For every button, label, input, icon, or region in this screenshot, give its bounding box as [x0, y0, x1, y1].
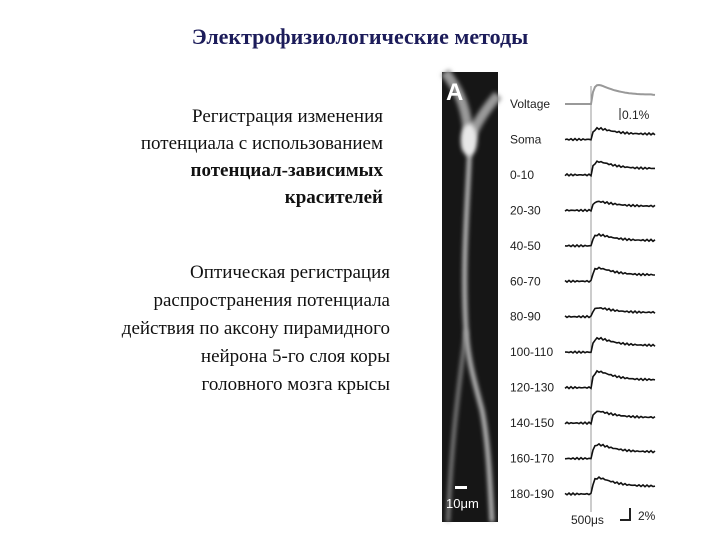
trace	[564, 232, 656, 248]
trace	[564, 306, 656, 319]
trace-label: 180-190	[510, 487, 554, 501]
trace-label: Voltage	[510, 97, 550, 111]
text-line: потенциал-зависимых	[191, 160, 384, 181]
trace-label: 80-90	[510, 310, 541, 324]
trace	[564, 266, 655, 284]
micrograph: A 10μm	[441, 68, 502, 523]
trace-label: Soma	[510, 132, 542, 146]
scale-bars	[620, 508, 631, 521]
text-line: головного мозга крысы	[202, 374, 391, 395]
slide-title: Электрофизиологические методы	[192, 24, 529, 49]
text-line: Регистрация изменения	[192, 106, 383, 127]
trace	[565, 83, 656, 105]
percent-scale-label: 2%	[638, 509, 656, 523]
text-line: красителей	[285, 187, 383, 208]
trace	[564, 126, 656, 142]
traces: Voltage Soma 0-10 20-30 40-50 60-70 80-90 100-1…	[510, 83, 656, 512]
trace-label: 120-130	[510, 381, 554, 395]
text-line: Оптическая регистрация	[190, 262, 390, 283]
trace-label: 20-30	[510, 203, 541, 217]
trace-label: 160-170	[510, 452, 554, 466]
scale-bar	[455, 486, 467, 489]
trace-label: 140-150	[510, 416, 554, 430]
trace	[564, 410, 656, 426]
soma	[461, 124, 477, 156]
trace	[564, 200, 656, 213]
scale-bar-label: 10μm	[446, 496, 479, 511]
text-line: потенциала с использованием	[141, 133, 383, 154]
text-line: действия по аксону пирамидного	[122, 318, 390, 339]
trace-label: 60-70	[510, 274, 541, 288]
trace	[564, 336, 656, 355]
amplitude-label: 0.1%	[622, 108, 650, 122]
trace-label: 0-10	[510, 168, 534, 182]
trace	[564, 442, 656, 461]
panel-label: A	[446, 79, 463, 106]
text-line: распространения потенциала	[153, 290, 390, 311]
text-block: Регистрация изменения потенциала с испол…	[141, 106, 384, 208]
text-line: нейрона 5-го слоя коры	[201, 346, 390, 367]
axon-branch	[446, 329, 468, 523]
trace	[564, 476, 656, 496]
time-scale-label: 500μs	[571, 513, 604, 527]
trace	[564, 369, 656, 390]
trace-label: 40-50	[510, 239, 541, 253]
trace-label: 100-110	[510, 345, 553, 359]
axon	[462, 139, 494, 523]
text-block: Оптическая регистрация распространения п…	[122, 262, 391, 395]
trace	[564, 160, 655, 178]
